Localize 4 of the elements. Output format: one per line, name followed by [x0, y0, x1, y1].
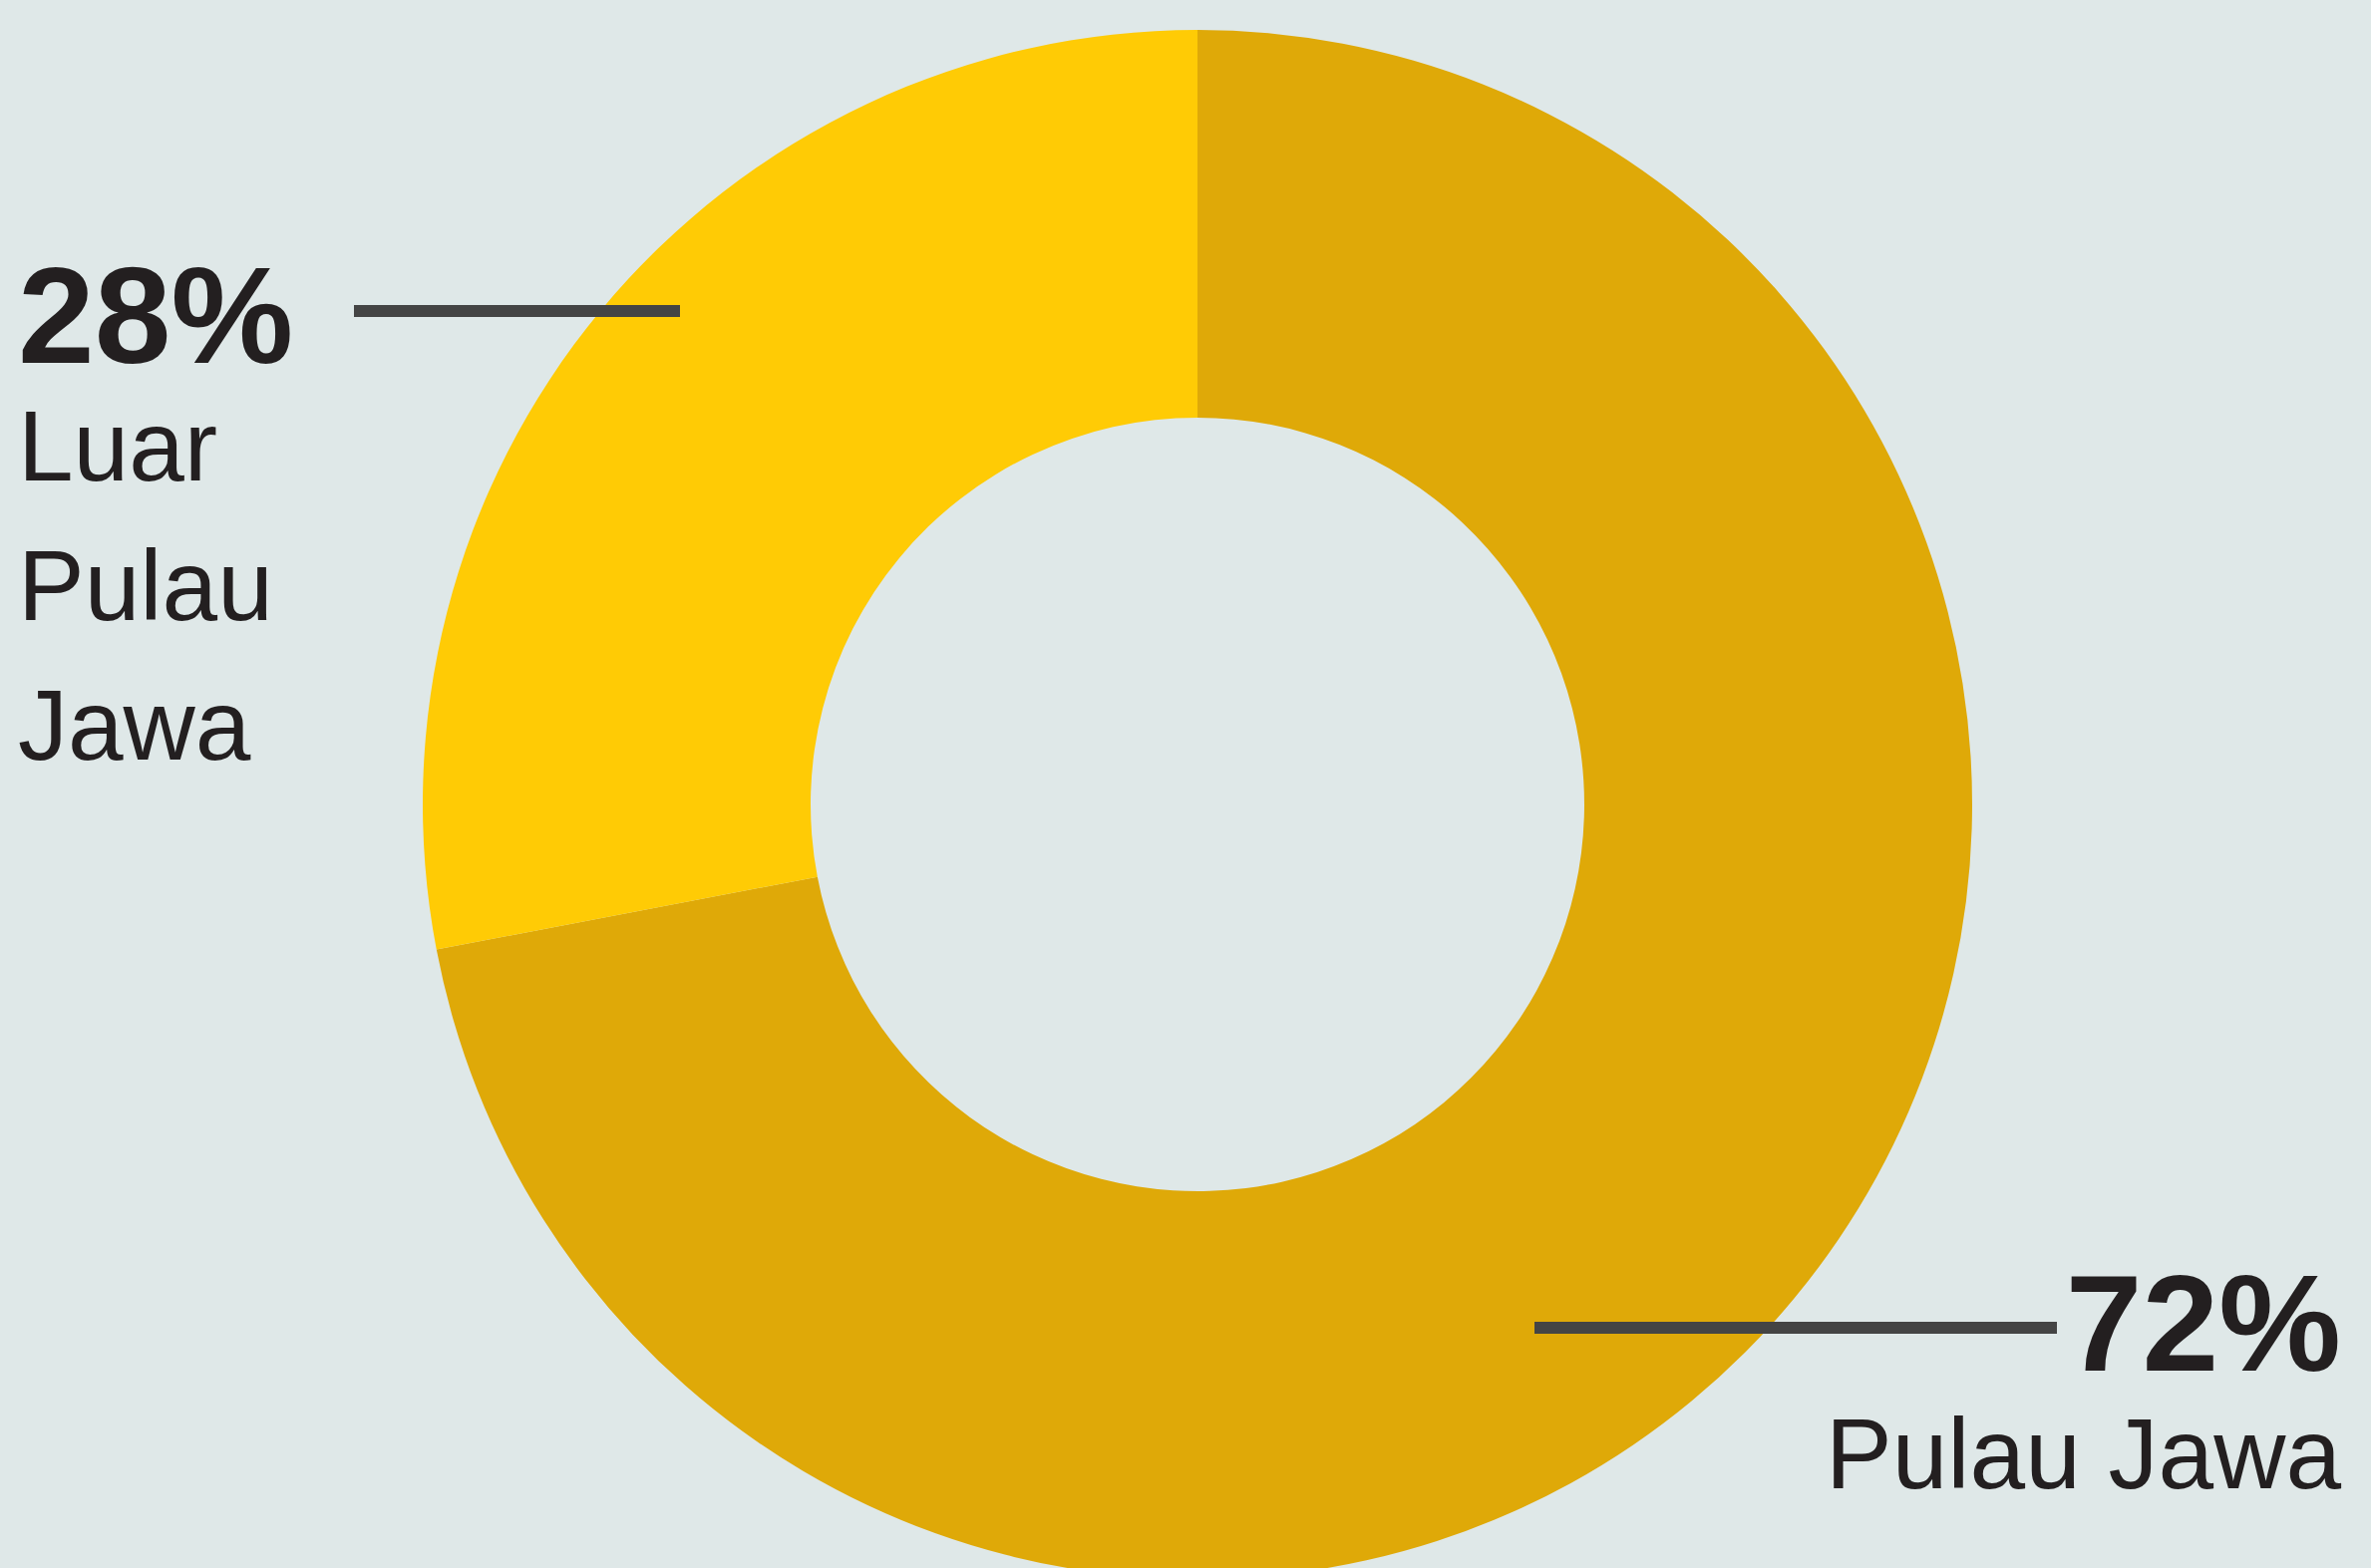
slice-label: Luar Pulau Jawa	[18, 390, 273, 781]
data-label: 28%	[18, 238, 294, 392]
slice-label: Pulau Jawa	[1826, 1398, 2342, 1509]
data-label: 72%	[2065, 1246, 2341, 1400]
